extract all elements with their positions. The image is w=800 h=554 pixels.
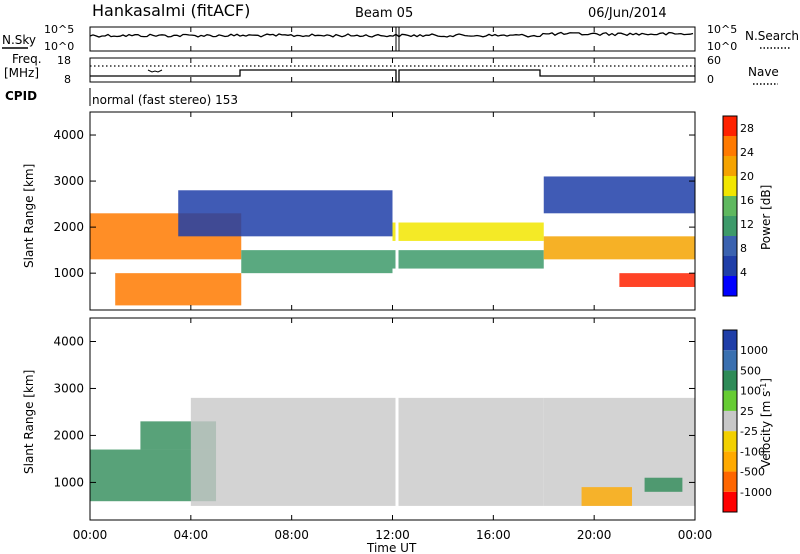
power-region-8 bbox=[543, 176, 695, 214]
velocity-ylabel: Slant Range [km] bbox=[22, 370, 36, 474]
nave-label: Nave bbox=[748, 65, 779, 79]
velocity-colorbar-swatch bbox=[723, 471, 737, 492]
noise-sky-trace bbox=[89, 31, 694, 38]
freq-dip bbox=[147, 69, 163, 73]
x-ticks: 00:00 04:00 08:00 12:00 16:00 20:00 00:00 bbox=[73, 27, 713, 542]
y-tick-label: 4000 bbox=[53, 334, 84, 348]
power-colorbar-swatch bbox=[723, 256, 737, 276]
power-colorbar-swatch bbox=[723, 276, 737, 296]
x-tick-label: 00:00 bbox=[678, 528, 713, 542]
velocity-colorbar-tick: -500 bbox=[740, 466, 765, 479]
power-region-1 bbox=[115, 273, 242, 306]
y-tick-label: 3000 bbox=[53, 381, 84, 395]
freq-label: Freq. bbox=[12, 52, 42, 66]
power-heatmap bbox=[90, 176, 695, 306]
velocity-colorbar-swatch bbox=[723, 370, 737, 391]
velocity-region-2 bbox=[190, 397, 544, 506]
power-region-4 bbox=[392, 222, 544, 241]
x-tick-label: 12:00 bbox=[375, 528, 410, 542]
power-panel bbox=[89, 111, 696, 311]
freq-step-line bbox=[90, 69, 695, 83]
x-tick-label: 16:00 bbox=[476, 528, 511, 542]
nave-tick-top: 60 bbox=[707, 54, 721, 67]
x-axis-label: Time UT bbox=[366, 541, 417, 554]
power-colorbar-swatch bbox=[723, 196, 737, 216]
power-colorbar-swatch bbox=[723, 236, 737, 256]
power-colorbar-tick: 12 bbox=[740, 218, 754, 231]
power-colorbar-tick: 4 bbox=[740, 266, 747, 279]
power-colorbar-tick: 8 bbox=[740, 242, 747, 255]
velocity-colorbar-swatch bbox=[723, 350, 737, 371]
y-tick-label: 2000 bbox=[53, 220, 84, 234]
velocity-colorbar-swatch bbox=[723, 330, 737, 351]
beam-title: Beam 05 bbox=[355, 6, 413, 21]
velocity-colorbar-tick: -25 bbox=[740, 425, 758, 438]
power-region-6 bbox=[543, 236, 695, 260]
power-colorbar-tick: 28 bbox=[740, 122, 754, 135]
power-region-7 bbox=[619, 273, 695, 287]
noise-left-label: N.Sky bbox=[2, 33, 36, 47]
power-colorbar-swatch bbox=[723, 156, 737, 176]
noise-left-tick-top: 10^5 bbox=[44, 23, 74, 36]
velocity-colorbar-swatch bbox=[723, 410, 737, 432]
noise-right-tick-top: 10^5 bbox=[707, 23, 737, 36]
power-colorbar-tick: 16 bbox=[740, 194, 754, 207]
power-colorbar: 4 8 12 16 20 24 28 bbox=[722, 115, 754, 297]
power-ylabel: Slant Range [km] bbox=[22, 164, 36, 268]
velocity-colorbar-tick: 100 bbox=[740, 385, 761, 398]
y-tick-label: 2000 bbox=[53, 428, 84, 442]
power-colorbar-tick: 24 bbox=[740, 146, 754, 159]
velocity-colorbar-tick: 500 bbox=[740, 364, 761, 377]
noise-right-label: N.Search bbox=[745, 29, 799, 43]
cpid-value: normal (fast stereo) 153 bbox=[92, 93, 238, 107]
y-tick-label: 4000 bbox=[53, 128, 84, 142]
power-colorbar-swatch bbox=[723, 136, 737, 156]
noise-right-tick-bottom: 10^0 bbox=[707, 40, 737, 53]
y-ticks: 1000 2000 3000 4000 1000 2000 3000 4000 bbox=[53, 128, 695, 489]
freq-panel: Freq. [MHz] 18 8 60 0 Nave bbox=[4, 52, 779, 86]
velocity-colorbar-label: Velocity [m s-1] bbox=[759, 378, 773, 468]
freq-tick-top: 18 bbox=[57, 54, 71, 67]
y-tick-label: 1000 bbox=[53, 475, 84, 489]
velocity-colorbar-swatch bbox=[723, 491, 737, 512]
freq-tick-bottom: 8 bbox=[64, 73, 71, 86]
power-region-2 bbox=[178, 190, 393, 237]
power-colorbar-swatch bbox=[723, 216, 737, 236]
velocity-region-4 bbox=[581, 487, 632, 506]
y-tick-label: 3000 bbox=[53, 174, 84, 188]
power-colorbar-label: Power [dB] bbox=[759, 185, 773, 250]
power-colorbar-tick: 20 bbox=[740, 170, 754, 183]
y-tick-label: 1000 bbox=[53, 266, 84, 280]
cpid-label: CPID bbox=[5, 89, 37, 103]
power-region-3 bbox=[241, 250, 393, 274]
x-tick-label: 04:00 bbox=[174, 528, 209, 542]
power-colorbar-swatch bbox=[723, 116, 737, 136]
velocity-heatmap bbox=[90, 397, 695, 506]
power-colorbar-swatch bbox=[723, 176, 737, 196]
x-tick-label: 00:00 bbox=[73, 528, 108, 542]
velocity-colorbar-swatch bbox=[723, 451, 737, 472]
station-title: Hankasalmi (fitACF) bbox=[92, 1, 250, 20]
velocity-panel bbox=[89, 317, 696, 521]
x-tick-label: 20:00 bbox=[577, 528, 612, 542]
nave-tick-bottom: 0 bbox=[707, 73, 714, 86]
velocity-colorbar-tick: 25 bbox=[740, 405, 754, 418]
noise-panel: N.Sky 10^5 10^0 10^5 10^0 N.Search bbox=[2, 23, 799, 53]
freq-unit: [MHz] bbox=[4, 66, 39, 80]
velocity-colorbar-label-text: Velocity [m s bbox=[759, 391, 773, 468]
velocity-colorbar: 1000 500 100 25 -25 -100 -500 -1000 bbox=[722, 329, 772, 513]
date-title: 06/Jun/2014 bbox=[588, 6, 667, 21]
velocity-colorbar-swatch bbox=[723, 390, 737, 411]
velocity-colorbar-tick: -1000 bbox=[740, 486, 772, 499]
x-tick-label: 08:00 bbox=[274, 528, 309, 542]
velocity-colorbar-tick: 1000 bbox=[740, 344, 768, 357]
velocity-colorbar-swatch bbox=[723, 431, 737, 452]
velocity-region-5 bbox=[644, 477, 683, 492]
power-region-5 bbox=[392, 250, 544, 269]
noise-left-tick-bottom: 10^0 bbox=[44, 40, 74, 53]
velocity-colorbar-tick: -100 bbox=[740, 445, 765, 458]
